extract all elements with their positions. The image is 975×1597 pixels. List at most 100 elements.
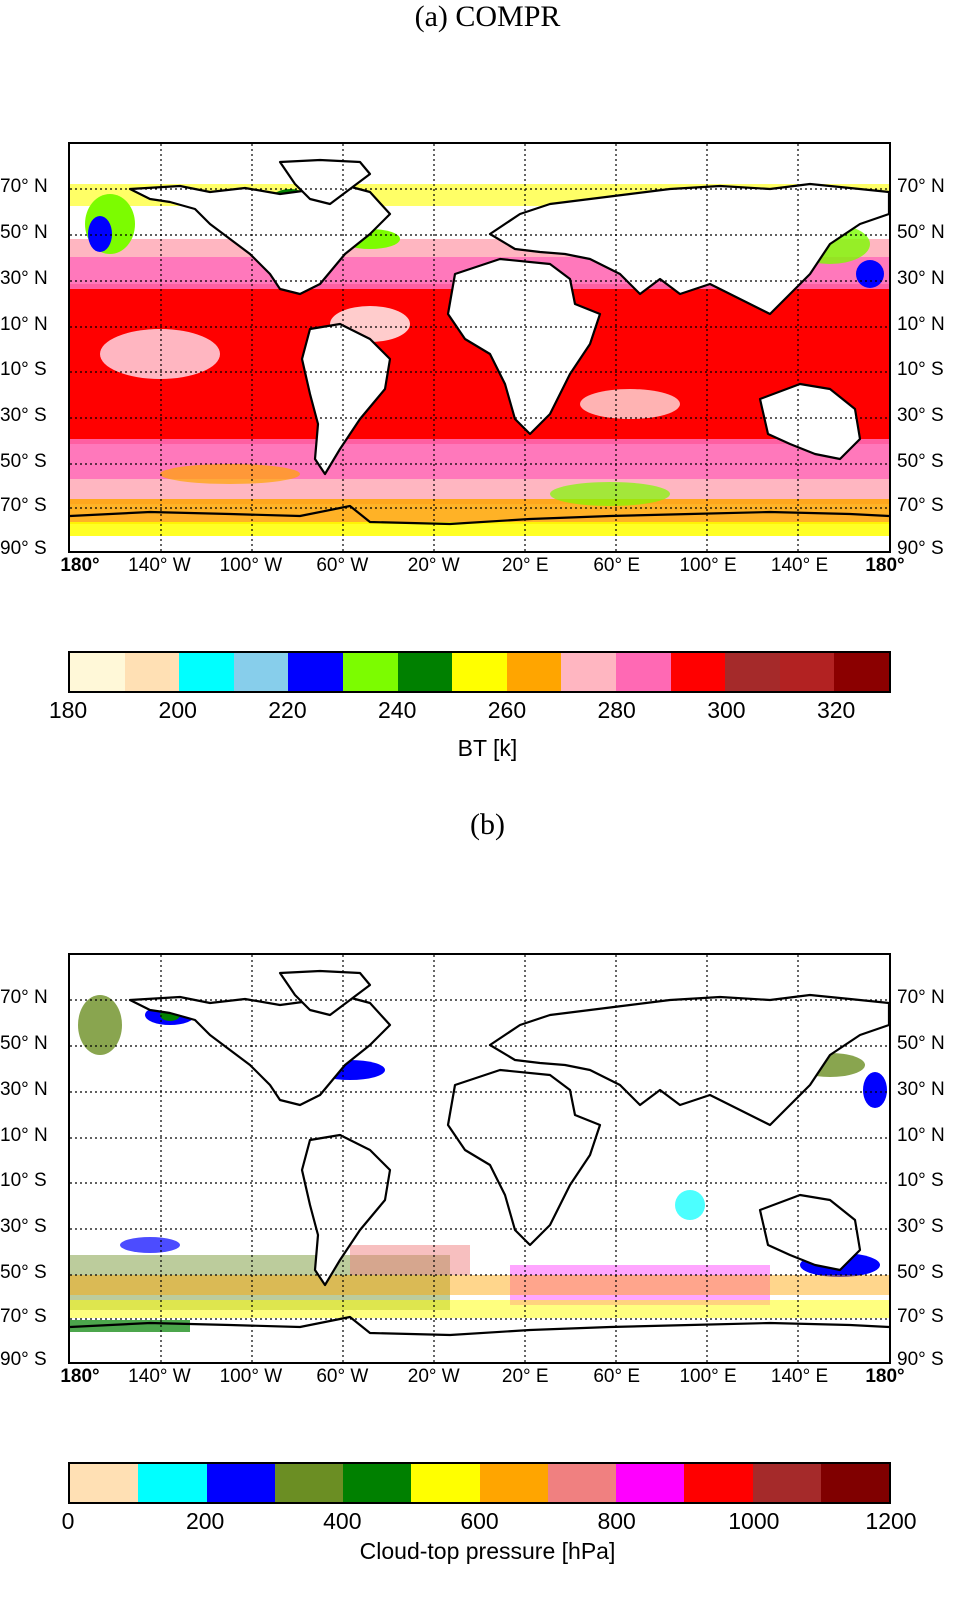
map-b-canvas xyxy=(70,955,889,1362)
colorbar-tick-label: 280 xyxy=(597,697,636,723)
lat-label-left: 10° N xyxy=(0,314,48,335)
lat-label-left: 10° S xyxy=(0,359,47,380)
lon-label: 180° xyxy=(60,555,100,576)
lon-label: 140° W xyxy=(128,555,191,576)
colorbar-tick-label: 180 xyxy=(48,697,88,723)
lat-label-right: 70° S xyxy=(897,1306,944,1327)
colorbar-tick-label: 1200 xyxy=(865,1508,917,1534)
lat-label-right: 90° S xyxy=(897,538,944,559)
lat-label-right: 30° S xyxy=(897,1216,944,1237)
lat-label-right: 50° S xyxy=(897,1262,944,1283)
colorbar-segment xyxy=(506,653,562,691)
colorbar-segment xyxy=(725,653,780,691)
lat-label-right: 90° S xyxy=(897,1349,944,1370)
lat-label-right: 10° N xyxy=(897,314,945,335)
colorbar-segment xyxy=(820,1464,889,1502)
lat-label-left: 50° N xyxy=(0,222,48,243)
lat-label-left: 50° S xyxy=(0,1262,47,1283)
lat-label-right: 30° N xyxy=(897,1079,945,1100)
colorbar-segment xyxy=(616,1464,685,1502)
lat-label-left: 70° N xyxy=(0,176,48,197)
colorbar-tick-label: 220 xyxy=(268,697,307,723)
lat-label-right: 50° N xyxy=(897,1033,945,1054)
colorbar-segment xyxy=(397,653,453,691)
colorbar-tick-label: 400 xyxy=(323,1508,362,1534)
lon-label: 180° xyxy=(60,1366,100,1387)
colorbar-segment xyxy=(342,653,398,691)
lat-label-left: 30° N xyxy=(0,268,48,289)
lon-label: 20° W xyxy=(407,1366,460,1387)
lon-label: 140° W xyxy=(128,1366,191,1387)
lat-label-right: 50° S xyxy=(897,451,944,472)
colorbar-segment xyxy=(274,1464,343,1502)
colorbar-segment xyxy=(779,653,835,691)
continents xyxy=(70,158,889,526)
colorbar-tick-label: 600 xyxy=(460,1508,499,1534)
lon-label: 100° E xyxy=(679,1366,737,1387)
lat-label-right: 30° N xyxy=(897,268,945,289)
lat-label-left: 90° S xyxy=(0,1349,47,1370)
colorbar-tick-label: 200 xyxy=(158,697,197,723)
colorbar-tick-label: 300 xyxy=(707,697,746,723)
lat-label-right: 10° S xyxy=(897,1170,944,1191)
colorbar-segment xyxy=(288,653,343,691)
lon-label: 140° E xyxy=(770,1366,829,1387)
lat-label-left: 30° S xyxy=(0,1216,47,1237)
colorbar-tick-label: 800 xyxy=(597,1508,636,1534)
colorbar-segment xyxy=(206,1464,275,1502)
colorbar-tick-label: 320 xyxy=(816,697,856,723)
colorbar-segment xyxy=(561,653,616,691)
lat-label-left: 10° S xyxy=(0,1170,47,1191)
colorbar-segment xyxy=(752,1464,821,1502)
colorbar-b xyxy=(68,1462,891,1504)
colorbar-segment xyxy=(70,653,125,691)
lat-label-left: 70° N xyxy=(0,987,48,1008)
lat-label-left: 30° S xyxy=(0,405,47,426)
colorbar-tick-label: 260 xyxy=(487,697,527,723)
colorbar-segment xyxy=(834,653,889,691)
lon-label: 60° E xyxy=(593,555,640,576)
lat-label-right: 50° N xyxy=(897,222,945,243)
colorbar-segment xyxy=(124,653,180,691)
map-b xyxy=(68,953,891,1364)
lon-label: 100° W xyxy=(219,555,283,576)
lon-label: 180° xyxy=(865,1366,905,1387)
colorbar-segment xyxy=(452,653,507,691)
lon-label: 60° W xyxy=(316,1366,369,1387)
colorbar-segment xyxy=(411,1464,480,1502)
lat-label-left: 70° S xyxy=(0,495,47,516)
colorbar-segment xyxy=(615,653,671,691)
lat-label-left: 10° N xyxy=(0,1125,48,1146)
map-a xyxy=(68,142,891,553)
lon-label: 180° xyxy=(865,555,905,576)
lat-label-right: 70° N xyxy=(897,987,945,1008)
colorbar-tick-label: 1000 xyxy=(728,1508,780,1534)
lon-label: 20° W xyxy=(407,555,460,576)
lon-label: 100° W xyxy=(219,1366,283,1387)
panel-b-title: (b) xyxy=(470,808,505,841)
colorbar-b-title: Cloud-top pressure [hPa] xyxy=(359,1538,616,1564)
lat-label-right: 70° N xyxy=(897,176,945,197)
lon-label: 60° W xyxy=(316,555,369,576)
colorbar-segment xyxy=(138,1464,207,1502)
lon-label: 20° E xyxy=(501,1366,549,1387)
lat-label-left: 70° S xyxy=(0,1306,47,1327)
lon-label: 20° E xyxy=(501,555,549,576)
lat-label-left: 50° S xyxy=(0,451,47,472)
colorbar-segment xyxy=(179,653,234,691)
lat-label-left: 50° N xyxy=(0,1033,48,1054)
lat-label-right: 70° S xyxy=(897,495,944,516)
lat-label-right: 30° S xyxy=(897,405,944,426)
colorbar-segment xyxy=(70,1464,139,1502)
colorbar-a xyxy=(68,651,891,693)
lon-label: 100° E xyxy=(679,555,737,576)
panel-a-title: (a) COMPR xyxy=(414,0,561,33)
colorbar-segment xyxy=(547,1464,616,1502)
lat-label-left: 90° S xyxy=(0,538,47,559)
lat-label-right: 10° N xyxy=(897,1125,945,1146)
map-a-canvas xyxy=(70,144,889,551)
lon-label: 140° E xyxy=(770,555,829,576)
colorbar-tick-label: 0 xyxy=(61,1508,75,1534)
colorbar-segment xyxy=(684,1464,753,1502)
lat-label-right: 10° S xyxy=(897,359,944,380)
